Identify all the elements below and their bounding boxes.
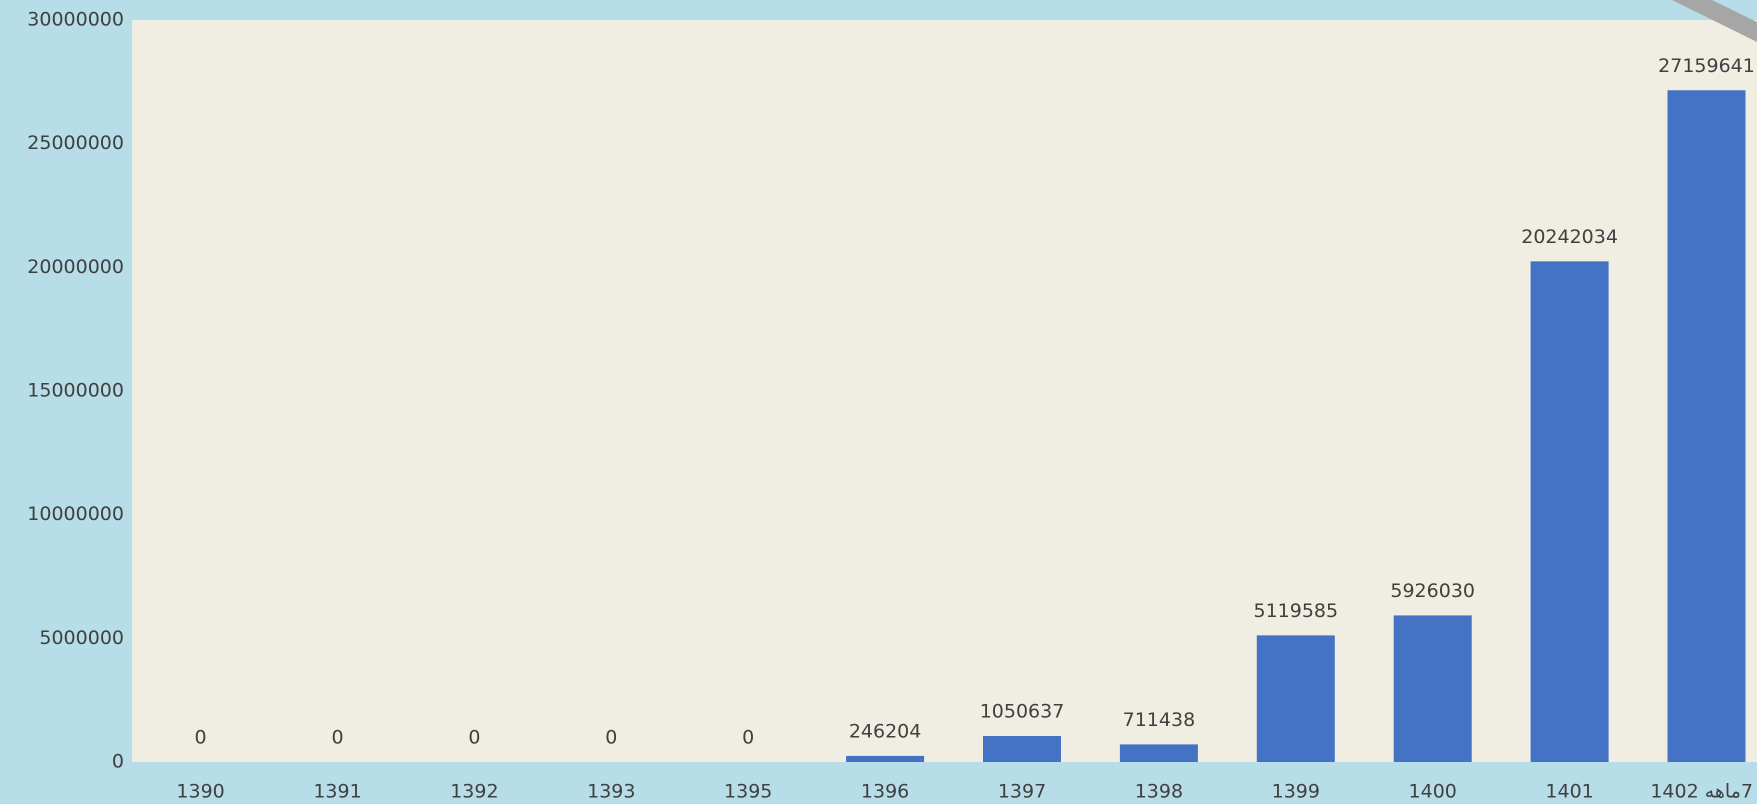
data-label: 711438 bbox=[1123, 709, 1196, 731]
data-label: 5119585 bbox=[1253, 600, 1338, 622]
data-label: 0 bbox=[195, 727, 207, 749]
y-tick-label: 20000000 bbox=[27, 256, 124, 278]
x-tick-label: 1390 bbox=[176, 781, 224, 803]
data-label: 246204 bbox=[849, 720, 922, 742]
plot-area bbox=[132, 20, 1757, 762]
y-tick-label: 0 bbox=[112, 751, 124, 773]
y-tick-label: 30000000 bbox=[27, 9, 124, 31]
x-tick-label: 1393 bbox=[587, 781, 635, 803]
data-label: 27159641 bbox=[1658, 55, 1755, 77]
decoration bbox=[1672, 0, 1757, 42]
data-label: 0 bbox=[605, 727, 617, 749]
data-label: 20242034 bbox=[1521, 226, 1618, 248]
data-label: 0 bbox=[331, 727, 343, 749]
y-tick-label: 5000000 bbox=[39, 627, 124, 649]
x-tick-label: 1400 bbox=[1409, 781, 1457, 803]
data-label: 5926030 bbox=[1390, 580, 1475, 602]
data-label: 0 bbox=[742, 727, 754, 749]
bar bbox=[846, 755, 925, 762]
x-tick-label: 1396 bbox=[861, 781, 909, 803]
bar bbox=[983, 736, 1061, 762]
bar bbox=[1119, 744, 1198, 762]
data-label: 0 bbox=[468, 727, 480, 749]
x-tick-label: 1401 bbox=[1545, 781, 1593, 803]
x-tick-label: 1395 bbox=[724, 781, 772, 803]
bar bbox=[1393, 615, 1472, 762]
bar bbox=[1256, 635, 1335, 762]
data-label: 1050637 bbox=[980, 701, 1065, 723]
bar bbox=[1530, 261, 1609, 762]
x-tick-label: 1399 bbox=[1272, 781, 1320, 803]
x-tick-label: 1392 bbox=[450, 781, 498, 803]
x-tick-label: 1391 bbox=[313, 781, 361, 803]
x-tick-label: 1398 bbox=[1135, 781, 1183, 803]
bar bbox=[1667, 90, 1746, 763]
x-tick-label: 1397 bbox=[998, 781, 1046, 803]
y-tick-label: 25000000 bbox=[27, 132, 124, 154]
y-tick-label: 10000000 bbox=[27, 503, 124, 525]
x-tick-label: 7ماهه 1402 bbox=[1650, 781, 1753, 803]
y-tick-label: 15000000 bbox=[27, 380, 124, 402]
